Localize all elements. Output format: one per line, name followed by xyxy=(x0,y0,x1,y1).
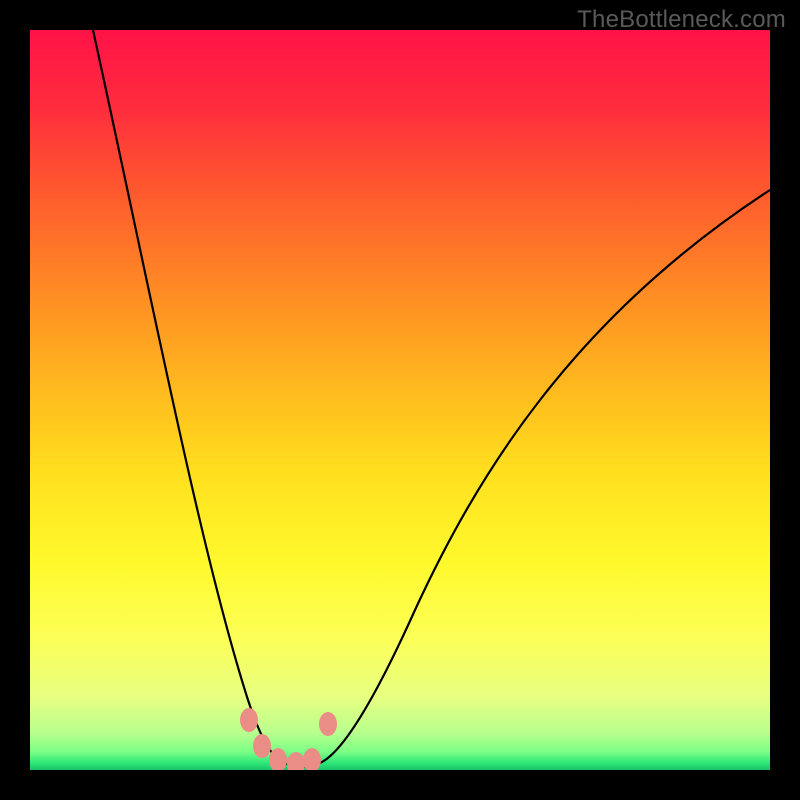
trough-marker xyxy=(303,748,321,770)
trough-marker xyxy=(287,752,305,770)
plot-area xyxy=(30,30,770,770)
trough-marker xyxy=(253,734,271,758)
bottleneck-curve xyxy=(30,30,770,770)
chart-frame: TheBottleneck.com xyxy=(0,0,800,800)
trough-marker xyxy=(240,708,258,732)
trough-marker xyxy=(319,712,337,736)
